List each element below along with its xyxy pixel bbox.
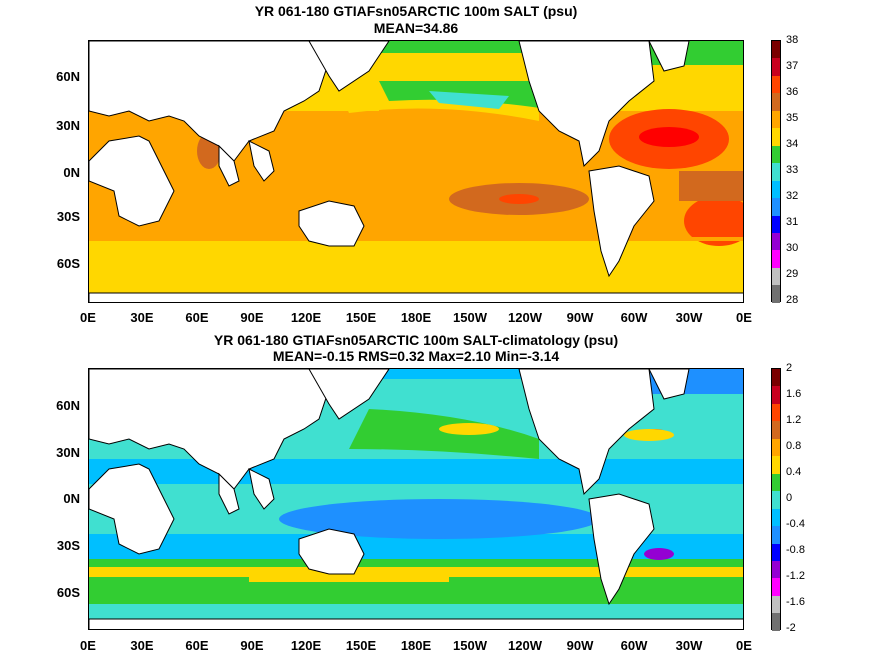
map1-colorbar-label: 28 xyxy=(786,294,799,306)
map2-colorbar-segment xyxy=(772,543,780,561)
map1-colorbar-segment xyxy=(772,145,780,164)
map2-colorbar-segment xyxy=(772,560,780,579)
map2-colorbar-segment xyxy=(772,595,780,614)
map1-xlabel: 0E xyxy=(80,310,96,325)
map2-colorbar-label: -1.2 xyxy=(786,570,805,582)
map1-title: YR 061-180 GTIAFsn05ARCTIC 100m SALT (ps… xyxy=(254,3,578,19)
map2-colorbar xyxy=(771,368,781,631)
map1-colorbar-label: 36 xyxy=(786,86,799,98)
map2-colorbar-segment xyxy=(772,491,780,509)
map1-xlabel: 0E xyxy=(736,310,752,325)
map2-ylabel: 0N xyxy=(63,491,80,506)
map1-colorbar-segment xyxy=(772,75,780,94)
map1-colorbar-label: 35 xyxy=(786,112,799,124)
map2-ylabel: 30S xyxy=(56,538,80,553)
map2-colorbar-label: -2 xyxy=(786,622,796,634)
map2-colorbar-segment xyxy=(772,526,780,544)
map2-colorbar-segment xyxy=(772,473,780,492)
map1-xlabel: 30E xyxy=(130,310,154,325)
map2-ylabel: 60N xyxy=(56,398,80,413)
map2-ylabel: 60S xyxy=(56,585,80,600)
map2-colorbar-label: 1.6 xyxy=(786,388,802,400)
map1-colorbar-label: 34 xyxy=(786,138,799,150)
map1-xlabel: 60W xyxy=(620,310,648,325)
map2-colorbar-segment xyxy=(772,403,780,422)
map2-xlabel: 120W xyxy=(508,638,542,653)
map1-colorbar-segment xyxy=(772,58,780,76)
map1-colorbar-segment xyxy=(772,180,780,199)
map1-colorbar-segment xyxy=(772,267,780,286)
map1-colorbar-label: 29 xyxy=(786,268,799,280)
map2-xlabel: 150W xyxy=(453,638,487,653)
map2-colorbar-label: 1.2 xyxy=(786,414,802,426)
map1-xlabel: 90E xyxy=(240,310,264,325)
map2-colorbar-label: 0 xyxy=(786,492,793,504)
map2-xlabel: 180E xyxy=(400,638,432,653)
map2-xlabel: 0E xyxy=(736,638,752,653)
map1-colorbar-segment xyxy=(772,163,780,181)
map2-stats: MEAN=-0.15 RMS=0.32 Max=2.10 Min=-3.14 xyxy=(272,348,560,364)
map1-xlabel: 150W xyxy=(453,310,487,325)
map2-colorbar-segment xyxy=(772,438,780,457)
map1-colorbar-label: 38 xyxy=(786,34,799,46)
map1-colorbar xyxy=(771,40,781,303)
map1-colorbar-segment xyxy=(772,285,780,303)
map1-ylabel: 60S xyxy=(56,256,80,271)
map1-colorbar-segment xyxy=(772,128,780,146)
map1-xlabel: 120W xyxy=(508,310,542,325)
map1-colorbar-segment xyxy=(772,232,780,251)
map1-xlabel: 120E xyxy=(290,310,322,325)
map2-plot xyxy=(88,368,744,630)
map2-xlabel: 30E xyxy=(130,638,154,653)
map1-colorbar-segment xyxy=(772,110,780,129)
map2-xlabel: 30W xyxy=(675,638,703,653)
map2-ylabel: 30N xyxy=(56,445,80,460)
map2-xlabel: 90E xyxy=(240,638,264,653)
map1-colorbar-segment xyxy=(772,250,780,268)
map1-ylabel: 30S xyxy=(56,209,80,224)
map2-colorbar-segment xyxy=(772,386,780,404)
map1-xlabel: 60E xyxy=(185,310,209,325)
map2-xlabel: 60E xyxy=(185,638,209,653)
map2-colorbar-label: 0.8 xyxy=(786,440,802,452)
map2-colorbar-segment xyxy=(772,456,780,474)
map2-colorbar-label: 2 xyxy=(786,362,793,374)
map1-xlabel: 150E xyxy=(345,310,377,325)
map2-xlabel: 120E xyxy=(290,638,322,653)
map1-colorbar-segment xyxy=(772,198,780,216)
map2-title: YR 061-180 GTIAFsn05ARCTIC 100m SALT-cli… xyxy=(213,332,619,348)
map2-xlabel: 60W xyxy=(620,638,648,653)
map2-xlabel: 90W xyxy=(566,638,594,653)
map1-colorbar-segment xyxy=(772,215,780,233)
map2-xlabel: 0E xyxy=(80,638,96,653)
map1-colorbar-segment xyxy=(772,41,780,59)
map2-colorbar-label: 0.4 xyxy=(786,466,802,478)
map2-colorbar-label: -1.6 xyxy=(786,596,805,608)
map1-colorbar-segment xyxy=(772,93,780,111)
map1-xlabel: 180E xyxy=(400,310,432,325)
map2-colorbar-segment xyxy=(772,369,780,387)
map1-xlabel: 90W xyxy=(566,310,594,325)
map1-colorbar-label: 32 xyxy=(786,190,799,202)
map1-xlabel: 30W xyxy=(675,310,703,325)
map1-colorbar-label: 33 xyxy=(786,164,799,176)
map1-ylabel: 60N xyxy=(56,69,80,84)
map1-plot xyxy=(88,40,744,303)
map1-colorbar-label: 31 xyxy=(786,216,799,228)
map1-mean: MEAN=34.86 xyxy=(373,20,459,36)
map2-colorbar-label: -0.4 xyxy=(786,518,805,530)
map1-colorbar-label: 37 xyxy=(786,60,799,72)
map2-colorbar-label: -0.8 xyxy=(786,544,805,556)
map2-colorbar-segment xyxy=(772,421,780,439)
map1-ylabel: 0N xyxy=(63,165,80,180)
map1-ylabel: 30N xyxy=(56,118,80,133)
map2-colorbar-segment xyxy=(772,613,780,631)
map2-colorbar-segment xyxy=(772,508,780,527)
map2-xlabel: 150E xyxy=(345,638,377,653)
map2-colorbar-segment xyxy=(772,578,780,596)
map1-colorbar-label: 30 xyxy=(786,242,799,254)
